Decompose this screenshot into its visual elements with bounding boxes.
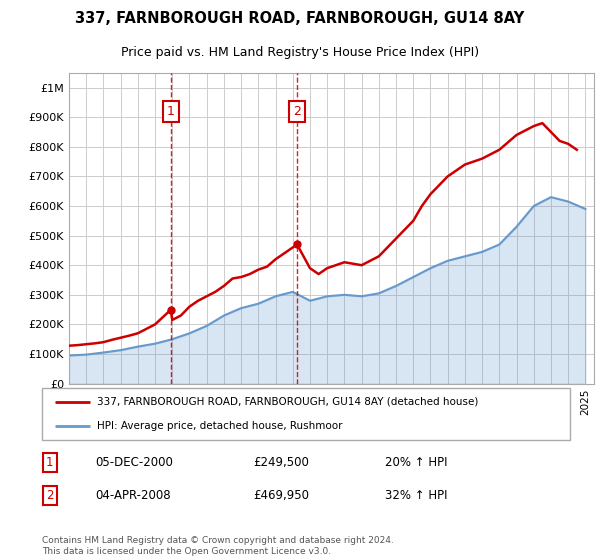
- Text: 1: 1: [46, 456, 53, 469]
- Text: 1: 1: [167, 105, 175, 118]
- Text: Price paid vs. HM Land Registry's House Price Index (HPI): Price paid vs. HM Land Registry's House …: [121, 46, 479, 59]
- Text: £469,950: £469,950: [253, 489, 309, 502]
- Text: 32% ↑ HPI: 32% ↑ HPI: [385, 489, 448, 502]
- Text: HPI: Average price, detached house, Rushmoor: HPI: Average price, detached house, Rush…: [97, 421, 343, 431]
- Text: 2: 2: [293, 105, 301, 118]
- Text: Contains HM Land Registry data © Crown copyright and database right 2024.
This d: Contains HM Land Registry data © Crown c…: [42, 536, 394, 556]
- Text: 2: 2: [46, 489, 53, 502]
- Text: 337, FARNBOROUGH ROAD, FARNBOROUGH, GU14 8AY (detached house): 337, FARNBOROUGH ROAD, FARNBOROUGH, GU14…: [97, 397, 479, 407]
- Text: £249,500: £249,500: [253, 456, 309, 469]
- Text: 337, FARNBOROUGH ROAD, FARNBOROUGH, GU14 8AY: 337, FARNBOROUGH ROAD, FARNBOROUGH, GU14…: [76, 11, 524, 26]
- Text: 20% ↑ HPI: 20% ↑ HPI: [385, 456, 448, 469]
- Text: 04-APR-2008: 04-APR-2008: [95, 489, 170, 502]
- Text: 05-DEC-2000: 05-DEC-2000: [95, 456, 173, 469]
- FancyBboxPatch shape: [42, 388, 570, 440]
